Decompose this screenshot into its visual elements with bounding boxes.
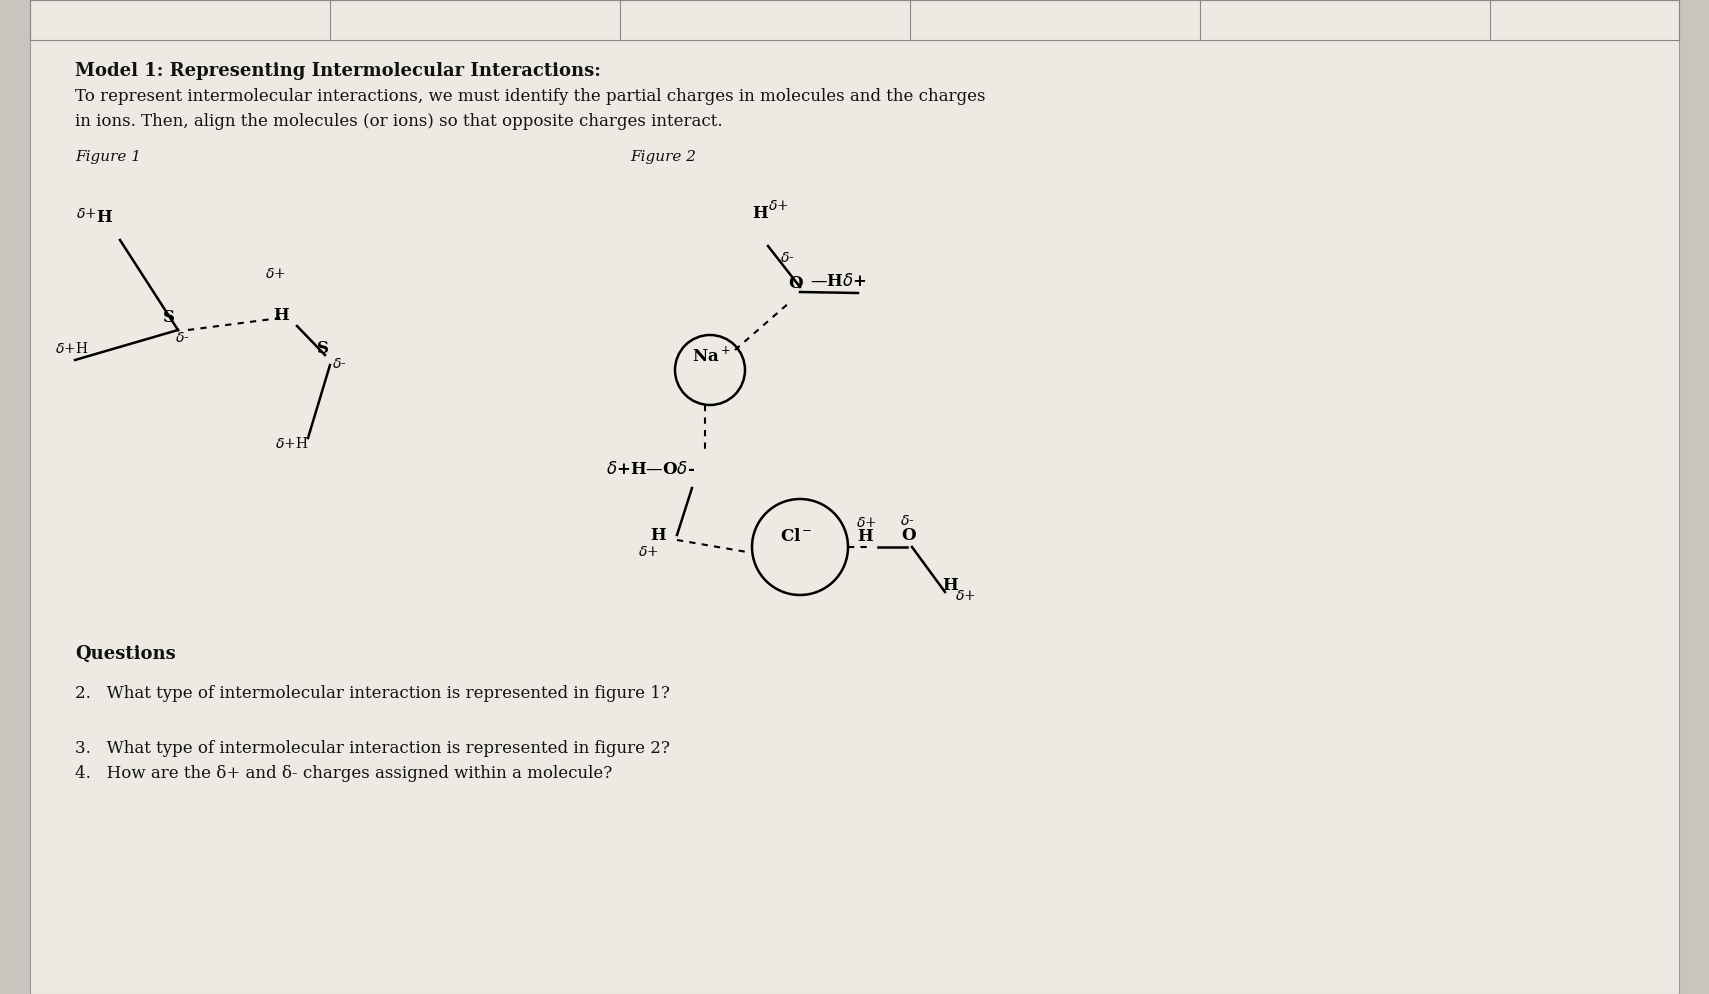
- Text: $\delta$+: $\delta$+: [856, 516, 877, 530]
- Text: H: H: [856, 528, 873, 545]
- Text: $\delta$+H: $\delta$+H: [275, 436, 308, 451]
- Text: H: H: [273, 307, 289, 324]
- Text: $\delta$+: $\delta$+: [767, 199, 788, 213]
- Text: in ions. Then, align the molecules (or ions) so that opposite charges interact.: in ions. Then, align the molecules (or i…: [75, 113, 723, 130]
- Text: $\delta$-: $\delta$-: [901, 514, 914, 528]
- Text: S: S: [316, 340, 330, 357]
- Text: Questions: Questions: [75, 645, 176, 663]
- Text: $\delta$+: $\delta$+: [955, 589, 976, 603]
- FancyBboxPatch shape: [31, 0, 1678, 994]
- Text: 3.   What type of intermolecular interaction is represented in figure 2?: 3. What type of intermolecular interacti…: [75, 740, 670, 757]
- Text: Figure 1: Figure 1: [75, 150, 142, 164]
- Text: To represent intermolecular interactions, we must identify the partial charges i: To represent intermolecular interactions…: [75, 88, 986, 105]
- Text: Cl$^-$: Cl$^-$: [779, 528, 812, 545]
- Text: 2.   What type of intermolecular interaction is represented in figure 1?: 2. What type of intermolecular interacti…: [75, 685, 670, 702]
- Text: H: H: [649, 527, 667, 544]
- Text: $\delta$+H: $\delta$+H: [55, 341, 89, 356]
- Text: $\delta$+H—O$\delta$-: $\delta$+H—O$\delta$-: [607, 461, 696, 478]
- Text: O: O: [901, 527, 916, 544]
- Text: $\delta$+: $\delta$+: [637, 545, 658, 559]
- Text: H: H: [942, 577, 957, 594]
- Text: H: H: [752, 205, 767, 222]
- Text: $\delta$+: $\delta$+: [75, 207, 97, 221]
- Text: —H$\delta$+: —H$\delta$+: [810, 273, 866, 290]
- Text: S: S: [162, 309, 174, 326]
- Text: $\delta$+: $\delta$+: [265, 267, 285, 281]
- Text: O: O: [788, 275, 803, 292]
- Text: 4.   How are the δ+ and δ- charges assigned within a molecule?: 4. How are the δ+ and δ- charges assigne…: [75, 765, 612, 782]
- Text: $\delta$-: $\delta$-: [174, 331, 190, 345]
- Text: Figure 2: Figure 2: [631, 150, 696, 164]
- Text: H: H: [96, 209, 111, 226]
- Text: Model 1: Representing Intermolecular Interactions:: Model 1: Representing Intermolecular Int…: [75, 62, 602, 80]
- Text: Na$^+$: Na$^+$: [692, 347, 731, 366]
- Text: $\delta$-: $\delta$-: [332, 357, 347, 371]
- Text: $\delta$-: $\delta$-: [779, 251, 795, 265]
